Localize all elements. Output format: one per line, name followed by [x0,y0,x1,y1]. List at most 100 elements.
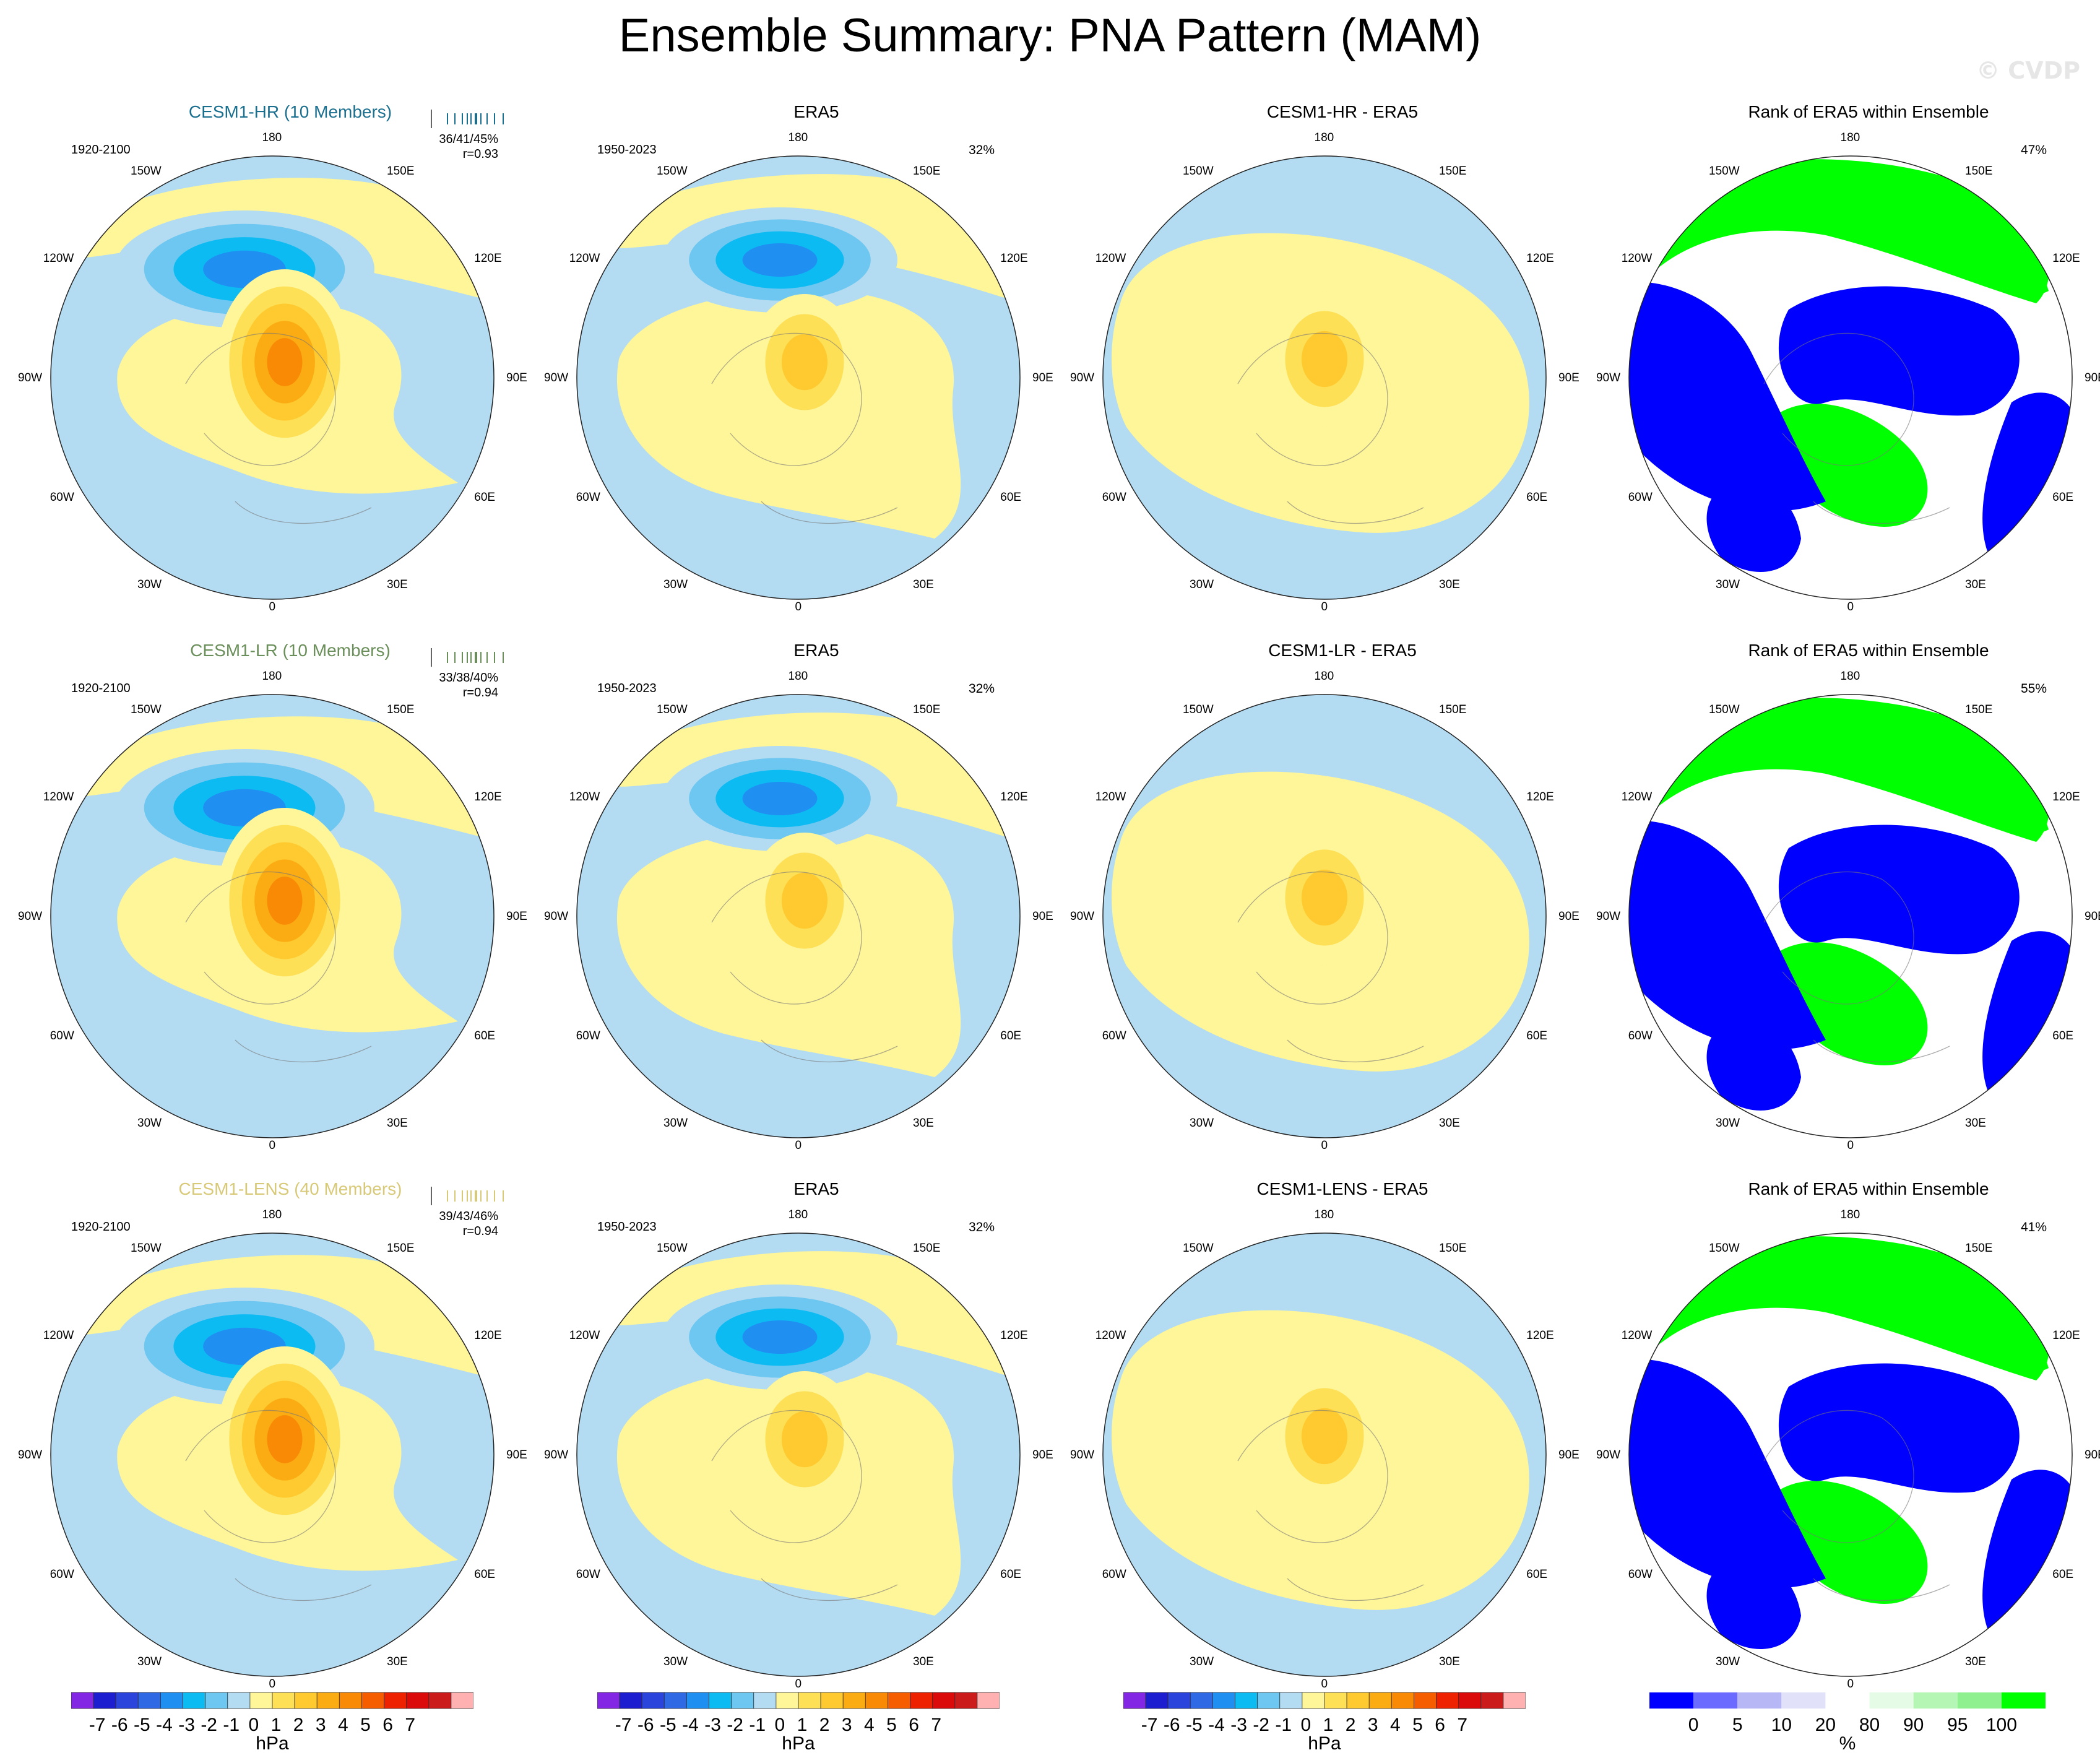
lon-left-1: 120W [1621,791,1653,804]
colorbar-swatch [1279,1692,1303,1709]
lon-left-4: 30W [1190,1117,1214,1130]
colorbar-label: -5 [659,1715,676,1735]
colorbar-label: 4 [337,1715,348,1735]
lon-right-4: 30E [913,1655,934,1669]
variance-stats: 39/43/46% [439,1210,498,1223]
lon-left-0: 150W [1709,1241,1740,1255]
member-ticks [430,1185,511,1206]
lon-0: 0 [1847,600,1854,613]
lon-left-0: 150W [1183,703,1214,716]
colorbar-label: 7 [931,1715,941,1735]
lon-right-2: 90E [2085,910,2100,923]
colorbar-swatch [1167,1692,1191,1709]
lon-right-0: 150E [387,1241,415,1255]
lon-right-3: 60E [1526,1568,1548,1581]
lon-0: 0 [795,1139,802,1152]
hpa-colorbar-3: -7 -6 -5 -4 -3 -2 -1 0 1 2 3 4 5 6 7 hPa [1123,1691,1526,1759]
lon-180: 180 [262,670,282,683]
coastline [1763,871,1950,1063]
negative-contour [742,1320,818,1354]
lon-180: 180 [262,1208,282,1221]
coastline [711,871,898,1063]
lon-0: 0 [795,1678,802,1691]
lon-right-4: 30E [1965,578,1986,592]
colorbar-swatch [820,1692,844,1709]
rank-high-region [1950,766,2049,834]
panel-title: CESM1-LR - ERA5 [1268,641,1417,660]
panel-title: CESM1-HR - ERA5 [1266,102,1419,121]
era5-panel: ERA5 180 0 150W 150E 120W 120E 90W 90E 60W 60E 30W 3… [544,102,1079,641]
colorbar-swatch [384,1692,407,1709]
member-ticks [430,108,511,129]
colorbar-swatch [731,1692,754,1709]
coastline [1763,1410,1950,1601]
rank-field [1629,695,2072,1138]
colorbar-swatch [1368,1692,1392,1709]
lon-left-3: 60W [1628,1029,1653,1042]
lon-left-1: 120W [43,1329,74,1342]
rank-panel: Rank of ERA5 within Ensemble 180 0 150W 150E… [1596,1179,2100,1718]
colorbar-label: 2 [1345,1715,1356,1735]
lon-right-0: 150E [1965,703,1993,716]
lon-right-3: 60E [474,1568,496,1581]
rank-field [1629,1233,2072,1676]
colorbar-label: 3 [1367,1715,1378,1735]
lon-left-3: 60W [1628,491,1653,504]
rank-high-region [1950,1305,2049,1373]
colorbar-swatch [1391,1692,1414,1709]
colorbar-label: -2 [727,1715,743,1735]
lon-180: 180 [1314,131,1334,144]
period-label: 1950-2023 [597,1220,657,1234]
colorbar-swatch [339,1692,362,1709]
colorbar-label: 1 [797,1715,808,1735]
lon-left-1: 120W [1095,252,1126,265]
diff-panel: CESM1-HR - ERA5 180 0 150W 150E 120W 120E 90W 90… [1070,102,1605,641]
lon-left-2: 90W [1596,371,1621,384]
lon-left-1: 120W [43,791,74,804]
model-field [51,695,494,1138]
colorbar-label: 5 [360,1715,371,1735]
positive-contour [781,872,828,929]
rank-low-region [1629,820,1826,1050]
colorbar-label: 0 [1300,1715,1311,1735]
map-boundary [576,694,1021,1138]
lon-0: 0 [1847,1139,1854,1152]
hpa-colorbar-1: -7 -6 -5 -4 -3 -2 -1 0 1 2 3 4 5 6 7 hPa [71,1691,474,1759]
lon-left-0: 150W [131,164,162,178]
panel-title: CESM1-HR (10 Members) [188,102,392,121]
colorbar-swatch [115,1692,139,1709]
map-boundary [50,1232,495,1677]
lon-left-4: 30W [137,578,162,592]
era5-field [577,156,1020,599]
map-boundary [1628,1232,2073,1677]
lon-right-2: 90E [506,910,527,923]
lon-left-1: 120W [1621,252,1653,265]
period-label: 1950-2023 [597,143,657,157]
lon-right-3: 60E [2052,1568,2074,1581]
lon-left-2: 90W [544,1449,569,1462]
colorbar-label: -1 [1275,1715,1292,1735]
lon-left-4: 30W [663,578,688,592]
rank-map [1628,694,2073,1138]
colorbar-swatch [597,1692,620,1709]
colorbar-label: -3 [178,1715,195,1735]
positive-contour [1301,869,1348,926]
colorbar-label: 0 [1688,1715,1699,1735]
lon-left-0: 150W [657,703,688,716]
lon-right-1: 120E [1526,1329,1554,1342]
map-boundary [1628,694,2073,1138]
rank-low-region [1982,1470,2072,1640]
colorbar-swatch [1324,1692,1347,1709]
lon-right-4: 30E [1965,1655,1986,1669]
diff-field [1103,1233,1546,1676]
lon-left-2: 90W [18,371,43,384]
colorbar-label: -1 [223,1715,240,1735]
lon-right-4: 30E [913,1117,934,1130]
lon-0: 0 [269,1139,276,1152]
era5-map [576,694,1021,1138]
coastline [1237,332,1424,524]
colorbar-unit: hPa [256,1733,289,1754]
model-panel: CESM1-LR (10 Members) 180 0 150W 150E 120W 120… [18,641,553,1179]
lon-right-1: 120E [1526,791,1554,804]
page-title: Ensemble Summary: PNA Pattern (MAM) [618,9,1482,62]
